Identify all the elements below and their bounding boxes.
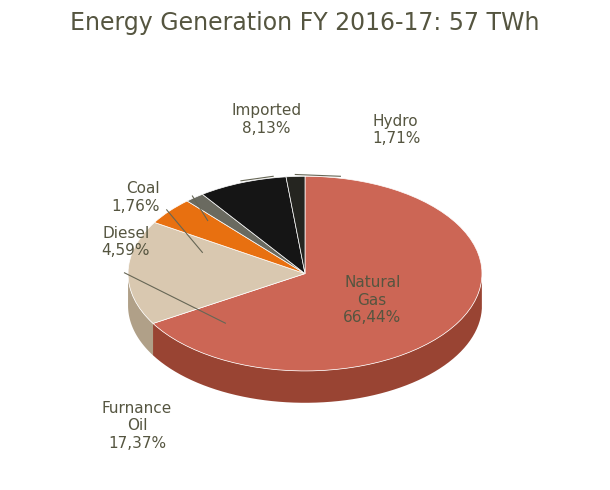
Wedge shape [187, 195, 305, 273]
Wedge shape [203, 177, 305, 273]
Wedge shape [154, 201, 305, 273]
Wedge shape [286, 176, 305, 273]
Text: Imported
8,13%: Imported 8,13% [231, 103, 301, 136]
Polygon shape [128, 274, 153, 355]
Text: Hydro
1,71%: Hydro 1,71% [372, 114, 421, 146]
Text: Natural
Gas
66,44%: Natural Gas 66,44% [343, 275, 401, 325]
Wedge shape [128, 222, 305, 323]
Polygon shape [153, 277, 482, 403]
Title: Energy Generation FY 2016-17: 57 TWh: Energy Generation FY 2016-17: 57 TWh [70, 11, 540, 35]
Text: Coal
1,76%: Coal 1,76% [112, 181, 160, 214]
Wedge shape [153, 176, 482, 371]
Text: Diesel
4,59%: Diesel 4,59% [101, 225, 149, 258]
Text: Furnance
Oil
17,37%: Furnance Oil 17,37% [102, 401, 172, 451]
